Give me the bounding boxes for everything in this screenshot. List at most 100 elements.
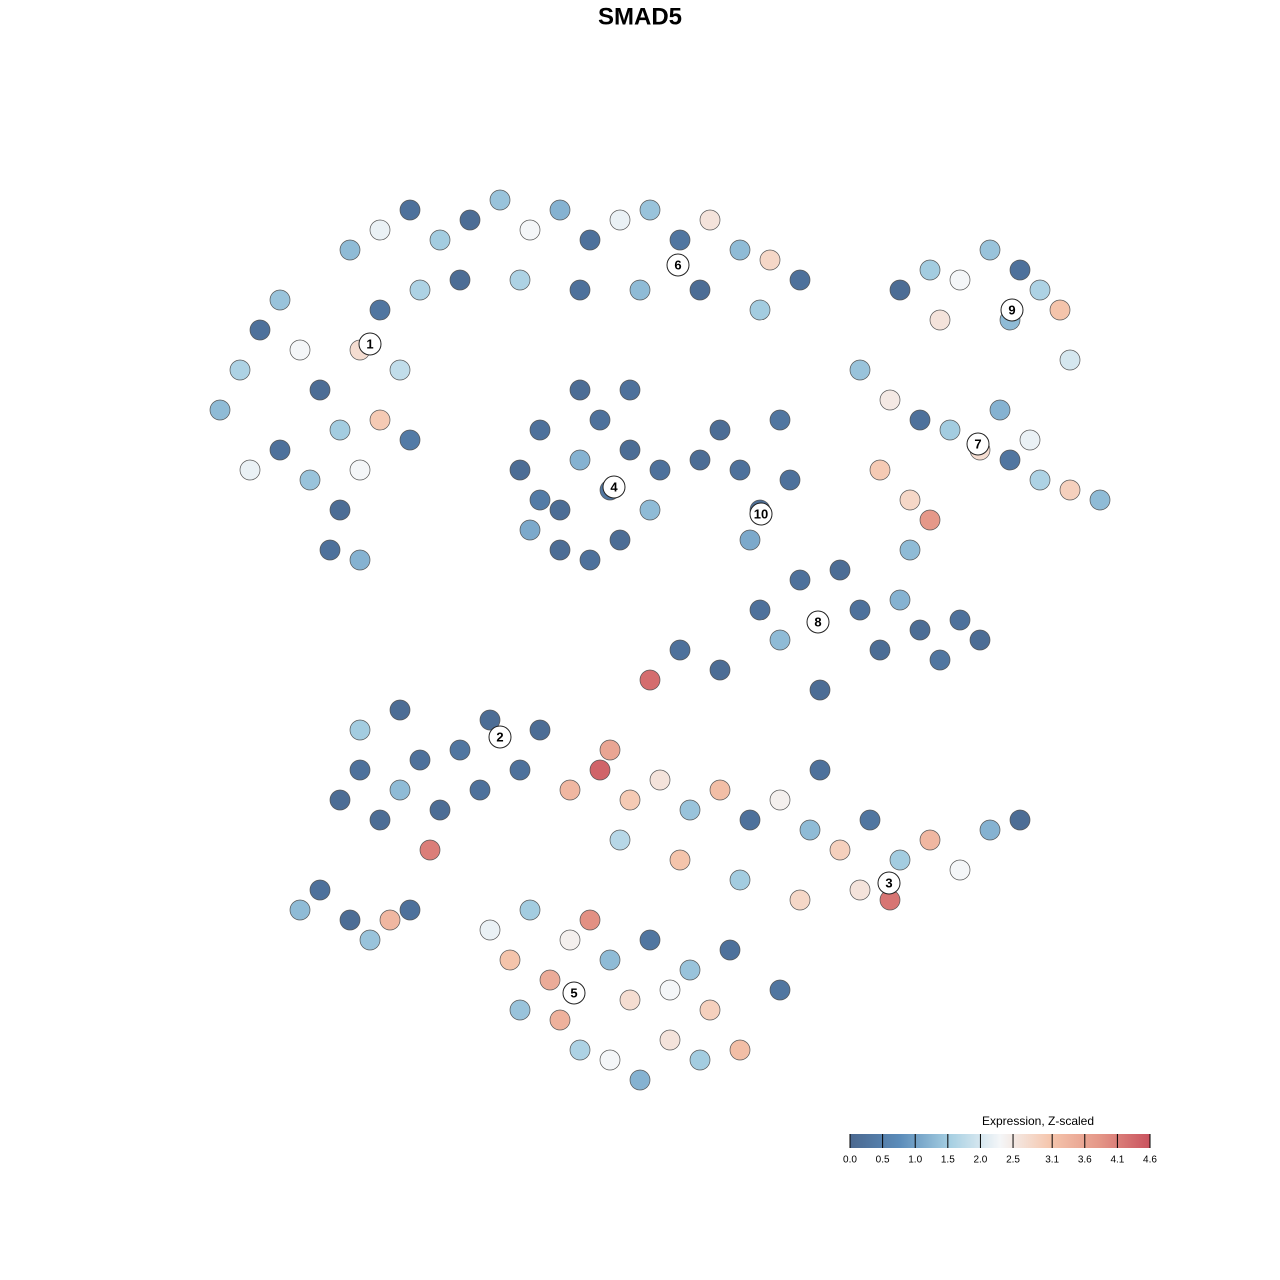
cell-point (689, 279, 711, 301)
cell-point (579, 229, 601, 251)
cell-point (789, 269, 811, 291)
cell-point (739, 529, 761, 551)
cell-point (919, 829, 941, 851)
cell-point (509, 999, 531, 1021)
cell-point (589, 409, 611, 431)
cell-point (289, 899, 311, 921)
colorbar-title: Expression, Z-scaled (982, 1114, 1094, 1128)
cell-point (349, 759, 371, 781)
colorbar-tick-label: 2.5 (1006, 1155, 1020, 1166)
cell-point (939, 419, 961, 441)
cell-point (809, 679, 831, 701)
cell-point (479, 709, 501, 731)
cell-point (529, 419, 551, 441)
colorbar-tick-label: 1.0 (908, 1155, 922, 1166)
cell-point (849, 359, 871, 381)
cell-point (889, 279, 911, 301)
cell-point (709, 659, 731, 681)
cell-point (679, 799, 701, 821)
cell-point (769, 409, 791, 431)
cell-point (529, 719, 551, 741)
cell-point (269, 439, 291, 461)
cell-point (659, 979, 681, 1001)
cell-point (979, 819, 1001, 841)
cell-point (369, 219, 391, 241)
cell-point (789, 569, 811, 591)
cell-point (999, 449, 1021, 471)
cell-point (669, 849, 691, 871)
cell-point (729, 1039, 751, 1061)
cell-point (769, 789, 791, 811)
cell-point (389, 359, 411, 381)
cell-point (1009, 809, 1031, 831)
cell-point (589, 759, 611, 781)
colorbar-tick-label: 3.1 (1045, 1155, 1059, 1166)
cell-point (359, 929, 381, 951)
cell-point (329, 789, 351, 811)
cell-point (399, 899, 421, 921)
cluster-label: 2 (496, 729, 503, 744)
cell-point (619, 439, 641, 461)
cell-point (479, 919, 501, 941)
cell-point (349, 719, 371, 741)
cell-point (459, 209, 481, 231)
colorbar-tick-label: 2.0 (973, 1155, 987, 1166)
cell-point (739, 809, 761, 831)
colorbar-tick-label: 1.5 (941, 1155, 955, 1166)
cell-point (319, 539, 341, 561)
colorbar-tick-label: 4.6 (1143, 1155, 1157, 1166)
cell-point (929, 309, 951, 331)
cell-point (509, 459, 531, 481)
cell-point (329, 419, 351, 441)
cell-point (499, 949, 521, 971)
cell-point (379, 909, 401, 931)
cell-point (399, 199, 421, 221)
cell-point (769, 979, 791, 1001)
cell-point (929, 649, 951, 671)
cell-point (599, 949, 621, 971)
cluster-badge (602, 475, 626, 499)
cell-point (779, 469, 801, 491)
cell-point (389, 779, 411, 801)
cell-point (649, 769, 671, 791)
cell-point (489, 189, 511, 211)
cell-point (509, 759, 531, 781)
cluster-label: 1 (366, 336, 373, 351)
cell-point (989, 399, 1011, 421)
cell-point (639, 669, 661, 691)
cell-point (729, 869, 751, 891)
cell-point (549, 1009, 571, 1031)
cell-point (1029, 279, 1051, 301)
cell-point (399, 429, 421, 451)
cell-point (309, 879, 331, 901)
cell-point (619, 789, 641, 811)
cell-point (609, 209, 631, 231)
cell-point (829, 839, 851, 861)
cell-point (599, 1049, 621, 1071)
cluster-label: 7 (974, 436, 981, 451)
cell-point (229, 359, 251, 381)
cell-point (709, 779, 731, 801)
cell-point (549, 199, 571, 221)
colorbar-tick-label: 0.5 (876, 1155, 890, 1166)
cell-point (1019, 429, 1041, 451)
cell-point (579, 909, 601, 931)
colorbar (850, 1134, 1150, 1148)
cell-point (859, 809, 881, 831)
cluster-badge (877, 871, 901, 895)
cell-point (519, 519, 541, 541)
cell-point (899, 539, 921, 561)
cell-point (369, 809, 391, 831)
cell-point (919, 259, 941, 281)
cell-point (349, 549, 371, 571)
cell-point (869, 639, 891, 661)
cell-point (909, 619, 931, 641)
cell-point (339, 239, 361, 261)
cell-point (569, 379, 591, 401)
cluster-badge (666, 253, 690, 277)
cell-point (1029, 469, 1051, 491)
cell-point (369, 409, 391, 431)
cell-point (709, 419, 731, 441)
cell-point (529, 489, 551, 511)
